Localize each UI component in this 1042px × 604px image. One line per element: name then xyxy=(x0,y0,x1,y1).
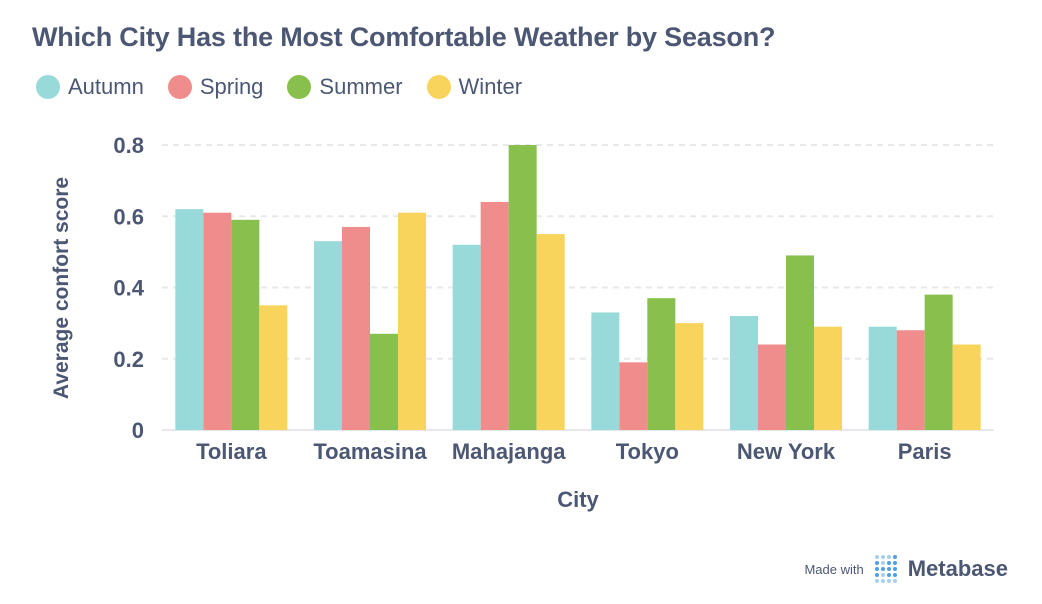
bar-summer-toliara xyxy=(231,219,260,430)
bar-winter-toliara xyxy=(259,305,288,430)
legend: Autumn Spring Summer Winter xyxy=(36,74,546,100)
bar-winter-toamasina xyxy=(398,212,426,430)
brand-name: Metabase xyxy=(907,556,1008,581)
bar-autumn-tokyo xyxy=(591,312,620,430)
bar-summer-toamasina xyxy=(370,333,398,430)
chart-title: Which City Has the Most Comfortable Weat… xyxy=(32,22,776,52)
y-axis-title: Average confort score xyxy=(50,177,73,399)
legend-label: Winter xyxy=(458,74,523,99)
x-tick-label: New York xyxy=(737,439,836,464)
bar-spring-paris xyxy=(896,330,925,430)
x-tick-label: Tokyo xyxy=(616,439,679,464)
made-with-label: Made with xyxy=(804,561,864,577)
legend-item-autumn[interactable]: Autumn xyxy=(36,74,144,100)
y-tick-label: 0 xyxy=(132,418,144,443)
y-tick-label: 0.2 xyxy=(113,347,144,372)
legend-label: Spring xyxy=(199,74,264,99)
bar-winter-new-york xyxy=(814,326,842,430)
bar-summer-paris xyxy=(924,294,953,430)
x-tick-label: Toliara xyxy=(196,439,267,464)
x-tick-label: Toamasina xyxy=(313,439,427,464)
x-axis-title: City xyxy=(557,487,599,512)
legend-item-summer[interactable]: Summer xyxy=(287,74,403,100)
bar-autumn-paris xyxy=(868,326,897,430)
legend-swatch xyxy=(287,75,312,99)
legend-swatch xyxy=(426,75,451,99)
y-tick-label: 0.8 xyxy=(113,133,144,158)
legend-item-winter[interactable]: Winter xyxy=(426,74,523,100)
legend-label: Summer xyxy=(319,74,403,99)
bar-summer-tokyo xyxy=(647,298,676,430)
bar-winter-tokyo xyxy=(675,323,704,430)
bar-autumn-toamasina xyxy=(314,241,342,430)
y-tick-label: 0.4 xyxy=(113,276,144,301)
bar-spring-new-york xyxy=(758,344,786,430)
bar-spring-toamasina xyxy=(342,226,370,430)
x-tick-label: Mahajanga xyxy=(452,439,566,464)
bar-summer-new-york xyxy=(786,255,814,430)
bar-spring-tokyo xyxy=(619,362,648,430)
legend-item-spring[interactable]: Spring xyxy=(167,74,264,100)
bar-autumn-new-york xyxy=(730,316,758,430)
bar-autumn-toliara xyxy=(175,209,204,430)
metabase-logo-icon xyxy=(874,555,897,583)
x-tick-label: Paris xyxy=(898,439,952,464)
bar-winter-paris xyxy=(952,344,981,430)
bar-spring-mahajanga xyxy=(480,202,509,430)
bar-winter-mahajanga xyxy=(536,234,565,430)
legend-swatch xyxy=(167,75,192,99)
footer: Made with Metabase xyxy=(804,554,1008,584)
bar-spring-toliara xyxy=(203,212,232,430)
y-tick-label: 0.6 xyxy=(113,204,144,229)
bar-autumn-mahajanga xyxy=(452,244,481,430)
bar-summer-mahajanga xyxy=(508,145,537,430)
legend-swatch xyxy=(36,75,60,99)
legend-label: Autumn xyxy=(68,74,144,99)
